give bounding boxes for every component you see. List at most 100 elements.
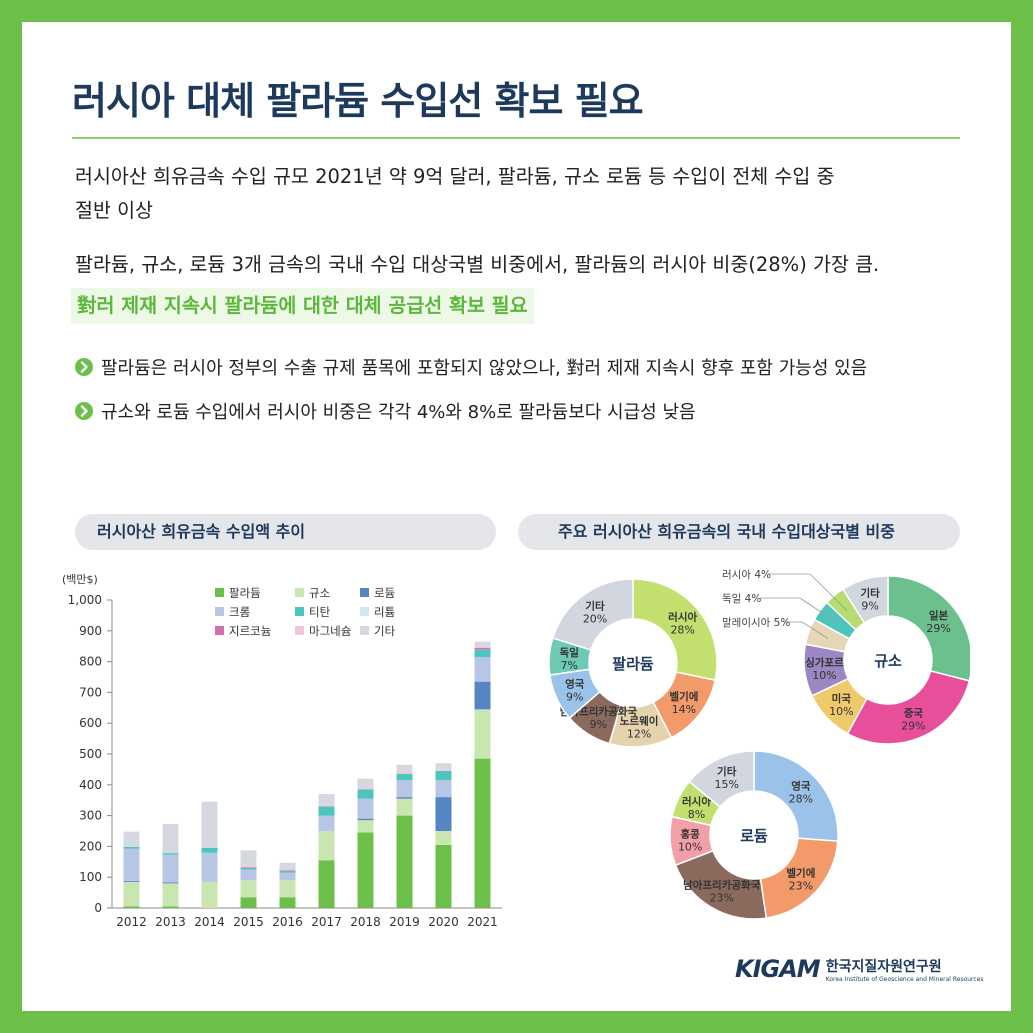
slice-label: 남아프리카공화국 — [683, 878, 761, 891]
paragraph-2: 팔라듐, 규소, 로듐 3개 금속의 국내 수입 대상국별 비중에서, 팔라듐의… — [75, 253, 880, 276]
bar-segment — [318, 815, 335, 831]
slice-label: 벨기에 — [669, 690, 698, 703]
bar-segment — [435, 770, 452, 781]
bar-segment — [162, 906, 179, 908]
kigam-logo: KIGAM 한국지질자원연구원 Korea Institute of Geosc… — [735, 955, 984, 983]
bar-segment — [474, 656, 491, 682]
slice-label: 영국 — [565, 678, 585, 691]
paragraph-1-line-1: 러시아산 희유금속 수입 규모 2021년 약 9억 달러, 팔라듐, 규소 로… — [75, 165, 835, 188]
bar-segment — [435, 763, 452, 770]
bar-segment — [357, 778, 374, 788]
highlight-text: 對러 제재 지속시 팔라듐에 대한 대체 공급선 확보 필요 — [71, 288, 534, 324]
y-axis-unit: (백만$) — [62, 573, 98, 586]
x-tick-label: 2017 — [311, 915, 342, 929]
section-title-donut-charts: 주요 러시아산 희유금속의 국내 수입대상국별 비중 — [518, 514, 960, 550]
arrow-circle-icon — [75, 358, 93, 376]
bar-chart: (백만$) 0 100 200 300 400 500 600 700 800 900 1,000 20… — [62, 573, 502, 929]
bar-segment — [435, 844, 452, 908]
slice-value: 9% — [566, 691, 583, 704]
y-tick-label: 300 — [79, 809, 102, 823]
bar-segment — [240, 865, 257, 868]
bar-segment — [357, 789, 374, 799]
bar-segment — [162, 882, 179, 884]
slice-label-external: 러시아 4% — [722, 569, 771, 581]
legend-label: 팔라듐 — [229, 586, 261, 600]
bar-segment — [240, 867, 257, 868]
slice-value: 29% — [926, 622, 950, 635]
bar-segment — [396, 764, 413, 773]
legend-label: 크롬 — [229, 605, 250, 619]
slice-value: 10% — [829, 705, 853, 718]
y-tick-label: 900 — [79, 624, 102, 638]
bar-segment — [201, 852, 218, 882]
legend-swatch — [360, 588, 369, 597]
bar-segment — [201, 881, 218, 908]
bar-segment — [435, 831, 452, 845]
bar-segment — [318, 860, 335, 908]
slice-value: 20% — [583, 612, 607, 625]
leader-line — [799, 597, 837, 623]
y-tick-label: 500 — [79, 747, 102, 761]
bar-segment — [162, 823, 179, 854]
donut-center-label: 규소 — [874, 652, 902, 670]
x-tick-label: 2021 — [467, 915, 498, 929]
legend-label: 티탄 — [309, 605, 331, 619]
bar-segment — [123, 847, 140, 849]
slice-label: 싱가포르 — [805, 656, 844, 669]
bar-segment — [279, 880, 296, 898]
bar-segment — [396, 798, 413, 816]
slice-label-external: 말레이시아 5% — [722, 617, 790, 629]
bar-segment — [279, 862, 296, 869]
leader-line — [801, 621, 828, 639]
bar-segment — [474, 647, 491, 650]
legend-label: 지르코늄 — [229, 624, 271, 638]
slice-value: 28% — [670, 624, 694, 637]
slice-label: 기타 — [860, 587, 880, 600]
slice-value: 12% — [627, 728, 651, 741]
bar-segment — [318, 794, 335, 805]
donut-slice — [753, 750, 839, 842]
page-title: 러시아 대체 팔라듐 수입선 확보 필요 — [72, 79, 644, 123]
bar-segment — [318, 804, 335, 807]
legend-swatch — [215, 626, 224, 635]
bullet-item: 규소와 로듐 수입에서 러시아 비중은 각각 4%와 8%로 팔라듐보다 시급성… — [75, 398, 696, 424]
x-tick-label: 2016 — [272, 915, 303, 929]
bar-segment — [240, 850, 257, 866]
bar-segment — [279, 870, 296, 872]
legend-swatch — [215, 607, 224, 616]
bar-segment — [474, 641, 491, 647]
slice-label: 영국 — [791, 779, 811, 792]
bar-segment — [396, 815, 413, 908]
bullet-text: 팔라듐은 러시아 정부의 수출 규제 품목에 포함되지 않았으나, 對러 제재 … — [101, 358, 868, 379]
y-tick-label: 800 — [79, 655, 102, 669]
bar-segment — [357, 818, 374, 821]
bar-segment — [162, 883, 179, 907]
bar-segment — [123, 906, 140, 908]
slice-value: 29% — [901, 720, 925, 733]
section-title-bar-chart: 러시아산 희유금속 수입액 추이 — [75, 514, 496, 550]
legend-swatch — [360, 607, 369, 616]
y-tick-label: 700 — [79, 685, 102, 699]
legend-label: 리튬 — [374, 605, 395, 619]
bar-segment — [240, 869, 257, 881]
legend-swatch — [295, 607, 304, 616]
legend-swatch — [295, 626, 304, 635]
bar-segment — [318, 806, 335, 816]
slice-label: 일본 — [929, 609, 949, 622]
bar-segment — [279, 897, 296, 908]
bar-segment — [279, 868, 296, 871]
bar-segment — [240, 880, 257, 898]
bullet-text: 규소와 로듐 수입에서 러시아 비중은 각각 4%와 8%로 팔라듐보다 시급성… — [101, 402, 696, 423]
bar-segment — [279, 872, 296, 881]
donut-chart-palladium: 러시아28%벨기에14%노르웨이12%남아프리카공화국9%영국9%독일7%기타2… — [548, 578, 718, 748]
bar-segment — [435, 797, 452, 831]
bar-segment — [240, 897, 257, 908]
donut-slice — [632, 578, 718, 682]
slice-value: 9% — [861, 600, 878, 613]
bar-segment — [357, 798, 374, 819]
x-tick-label: 2013 — [155, 915, 186, 929]
slice-label: 러시아 — [682, 795, 711, 808]
bar-segment — [357, 787, 374, 790]
